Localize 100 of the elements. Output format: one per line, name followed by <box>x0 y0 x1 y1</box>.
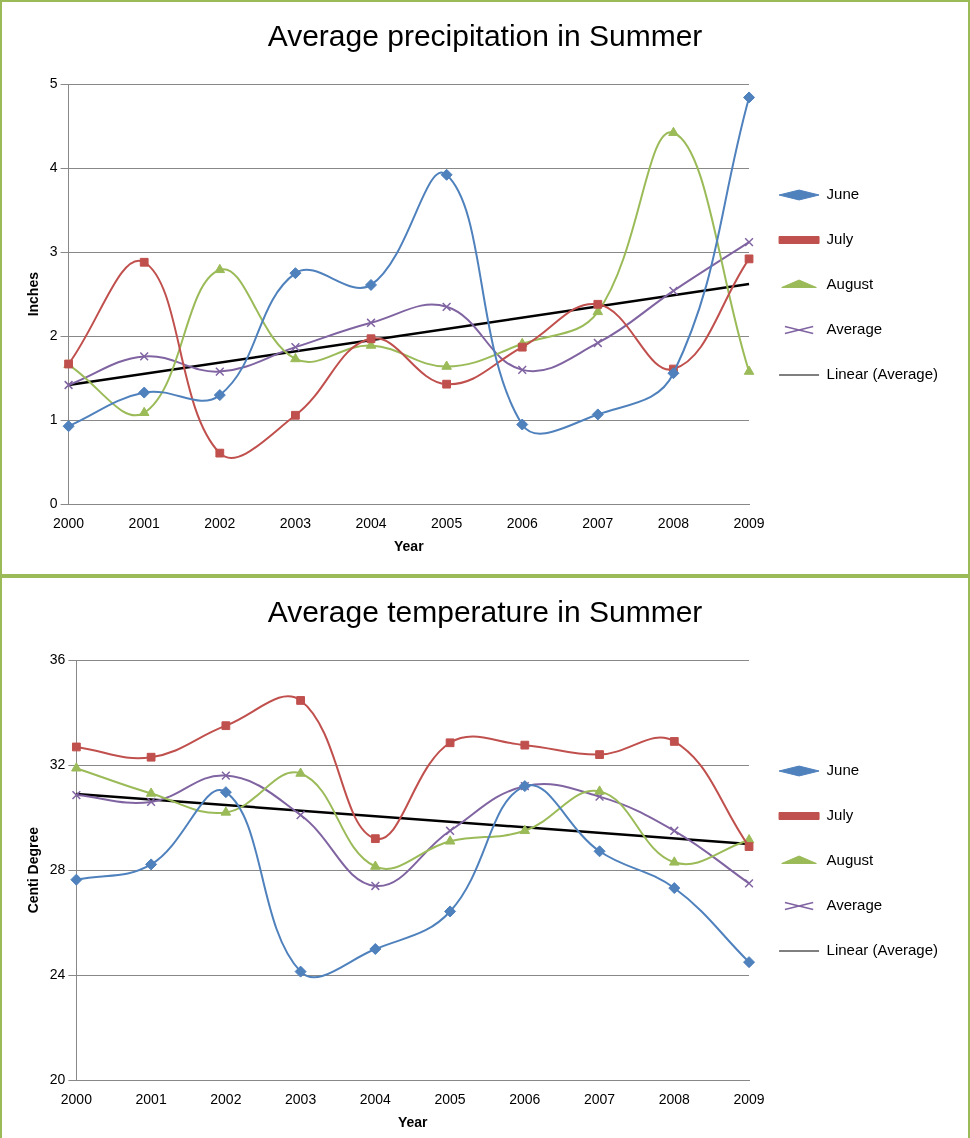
point <box>519 824 531 835</box>
point <box>520 740 530 750</box>
point <box>595 750 604 759</box>
point <box>71 742 81 752</box>
point <box>744 842 754 851</box>
x-tick-label: 2006 <box>506 514 539 531</box>
point <box>591 408 604 421</box>
x-tick-label: 2003 <box>279 514 312 531</box>
point <box>744 878 754 888</box>
point <box>296 696 305 705</box>
point <box>593 338 603 348</box>
point <box>295 810 306 820</box>
x-tick-label: 2002 <box>204 514 236 531</box>
point <box>593 845 606 858</box>
x-tick-label: 2008 <box>657 514 690 531</box>
y-tick-label: 20 <box>49 1071 66 1088</box>
point <box>444 835 456 845</box>
legend-label: August <box>826 851 875 869</box>
point <box>594 785 605 795</box>
y-tick-label: 1 <box>49 411 58 428</box>
point <box>593 299 603 309</box>
chart-title: Average temperature in Summer <box>267 595 703 629</box>
point <box>669 856 680 866</box>
point <box>290 352 301 363</box>
legend-label: June <box>826 761 860 779</box>
x-axis-title: Year <box>397 1114 429 1131</box>
point <box>370 834 380 844</box>
chart-title: Average precipitation in Summer <box>267 19 703 53</box>
point <box>669 826 679 836</box>
legend-label: August <box>826 275 875 293</box>
y-tick-label: 0 <box>49 495 58 512</box>
x-tick-label: 2000 <box>60 1090 93 1107</box>
point <box>366 318 376 328</box>
point <box>743 956 756 969</box>
legend-label: July <box>826 230 854 248</box>
legend-label: Linear (Average) <box>826 365 938 383</box>
y-tick-label: 5 <box>49 74 58 91</box>
point <box>441 360 452 370</box>
point <box>213 389 226 402</box>
y-tick-label: 36 <box>49 650 66 667</box>
x-tick-label: 2004 <box>359 1090 392 1107</box>
point <box>370 881 380 891</box>
point <box>369 943 382 956</box>
y-axis-title: Inches <box>25 271 42 317</box>
point <box>370 860 381 870</box>
point <box>145 787 157 797</box>
legend-label: June <box>826 185 860 203</box>
legend-label: Linear (Average) <box>826 941 938 959</box>
y-tick-label: 3 <box>49 243 58 260</box>
point <box>71 790 82 800</box>
x-tick-label: 2005 <box>434 1090 466 1107</box>
x-tick-label: 2005 <box>431 514 463 531</box>
point <box>445 738 455 748</box>
point <box>743 365 755 375</box>
point <box>295 767 306 777</box>
point <box>517 365 527 375</box>
point <box>669 737 679 746</box>
x-tick-label: 2004 <box>355 514 387 531</box>
y-tick-label: 28 <box>49 861 66 878</box>
x-tick-label: 2006 <box>509 1090 541 1107</box>
point <box>146 797 156 807</box>
point <box>294 965 307 978</box>
point <box>365 278 378 291</box>
x-tick-label: 2000 <box>53 514 85 531</box>
point <box>220 806 232 816</box>
point <box>145 858 158 871</box>
point <box>138 386 151 399</box>
point <box>445 826 455 836</box>
point <box>668 126 679 137</box>
point <box>139 351 149 362</box>
x-tick-label: 2008 <box>658 1090 691 1107</box>
x-tick-label: 2007 <box>582 514 614 531</box>
point <box>667 367 680 380</box>
x-tick-label: 2001 <box>128 514 160 531</box>
point <box>221 770 231 781</box>
point <box>146 752 156 762</box>
x-tick-label: 2003 <box>285 1090 317 1107</box>
point <box>441 302 452 312</box>
point <box>219 786 232 799</box>
legend-label: July <box>826 806 854 824</box>
point <box>290 342 301 352</box>
point <box>71 762 82 772</box>
legend-label: Average <box>826 320 883 338</box>
point <box>744 237 754 247</box>
x-tick-label: 2009 <box>733 1090 765 1107</box>
point <box>63 380 74 390</box>
point <box>138 406 150 416</box>
point <box>366 334 376 344</box>
y-tick-label: 24 <box>49 966 66 983</box>
x-tick-label: 2001 <box>135 1090 167 1107</box>
x-tick-label: 2002 <box>210 1090 242 1107</box>
y-tick-label: 2 <box>49 327 58 344</box>
point <box>744 254 754 264</box>
point <box>440 168 453 181</box>
y-tick-label: 4 <box>49 158 58 175</box>
point <box>444 905 457 918</box>
point <box>743 91 756 104</box>
point <box>215 366 225 377</box>
point <box>215 448 225 458</box>
x-tick-label: 2007 <box>583 1090 616 1107</box>
